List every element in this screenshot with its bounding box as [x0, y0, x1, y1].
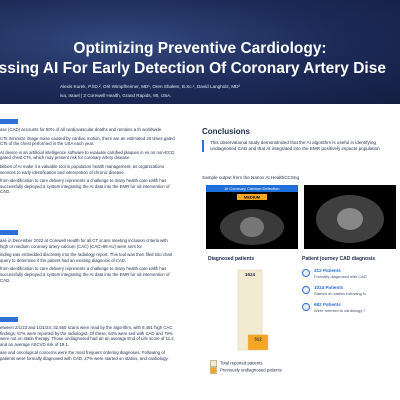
section-bar — [0, 230, 18, 235]
conclusions: Conclusions This observational study dem… — [202, 127, 400, 152]
paragraph: from identification to care delivery rep… — [0, 266, 170, 283]
ct-heart — [337, 208, 363, 230]
paragraph: bilities of AI make it a valuable tool i… — [0, 163, 165, 175]
paragraph: from identification to care delivery rep… — [0, 178, 170, 195]
panel-title: AI Coronary Calcium Detection — [225, 186, 280, 191]
bar-label: 1624 — [245, 272, 256, 277]
title: Optimizing Preventive Cardiology: — [73, 40, 327, 57]
description: Were referred to cardiology f — [314, 308, 365, 313]
icon — [302, 303, 310, 311]
count: 682 Patients — [314, 302, 341, 307]
journey-item: 312 Patients Formally diagnosed with CAD — [302, 268, 400, 282]
paragraph: AI device is an artificial intelligence … — [0, 149, 175, 161]
paragraph: inding was embedded discretely into the … — [0, 252, 173, 263]
sample-images: AI Coronary Calcium Detection MEDIUM — [202, 183, 400, 251]
icon — [302, 269, 310, 277]
journey-item: 682 Patients Were referred to cardiology … — [302, 302, 400, 316]
paragraph: ase in December 2022 at Corewell Health … — [0, 238, 168, 249]
legend-label: Total reported patients — [220, 360, 263, 366]
swatch — [210, 367, 217, 374]
section: ase (CAD) accounts for 50% of all cardio… — [0, 127, 176, 207]
authors: Alexis Kurek, P.hD.², Orit Wimpfheimer, … — [60, 84, 240, 89]
panel-header — [206, 185, 298, 192]
heading: Conclusions — [202, 127, 251, 136]
journey-item: 1024 Patients Started on statins followin… — [302, 285, 400, 299]
text: This observational study demonstrated th… — [202, 140, 400, 152]
legend-item: Previously undiagnosed patients — [210, 367, 282, 374]
section-bar — [0, 317, 18, 322]
legend-label: Previously undiagnosed patients — [220, 367, 282, 373]
count: 1024 Patients — [314, 285, 344, 290]
section-bar — [0, 119, 18, 124]
bar — [247, 334, 269, 351]
level: MEDIUM — [244, 195, 261, 200]
ct-heart — [240, 217, 264, 237]
icon — [302, 286, 310, 294]
paragraph: etween 2/1/23 and 1/31/24, 32,550 scans … — [0, 325, 175, 347]
title: essing AI For Early Detection Of Coronar… — [0, 60, 386, 77]
paragraph: CTs minimize image noise caused by cardi… — [0, 135, 175, 147]
heading: Patient journey CAD diagnosis — [302, 256, 376, 262]
paragraph: ase and oncological concerns were the mo… — [0, 350, 169, 361]
section: ase in December 2022 at Corewell Health … — [0, 238, 176, 318]
caption: Sample output from the Nanox AI HealthCC… — [202, 175, 300, 180]
bar-label: 312 — [254, 337, 262, 342]
level-badge — [237, 194, 267, 200]
bar-chart: 1624 312 — [237, 269, 269, 351]
section: etween 2/1/23 and 1/31/24, 32,550 scans … — [0, 325, 176, 400]
swatch — [210, 360, 217, 367]
legend-item: Total reported patients — [210, 360, 263, 367]
header: Optimizing Preventive Cardiology: essing… — [0, 0, 400, 104]
affiliation: iva, Israel | 2 Corewell Health, Grand R… — [60, 93, 172, 98]
paragraph: ase (CAD) accounts for 50% of all cardio… — [0, 127, 163, 132]
heading: Diagnosed patients — [208, 256, 255, 262]
description: Started on statins following N — [314, 291, 366, 296]
count: 312 Patients — [314, 268, 341, 273]
description: Formally diagnosed with CAD — [314, 274, 367, 279]
